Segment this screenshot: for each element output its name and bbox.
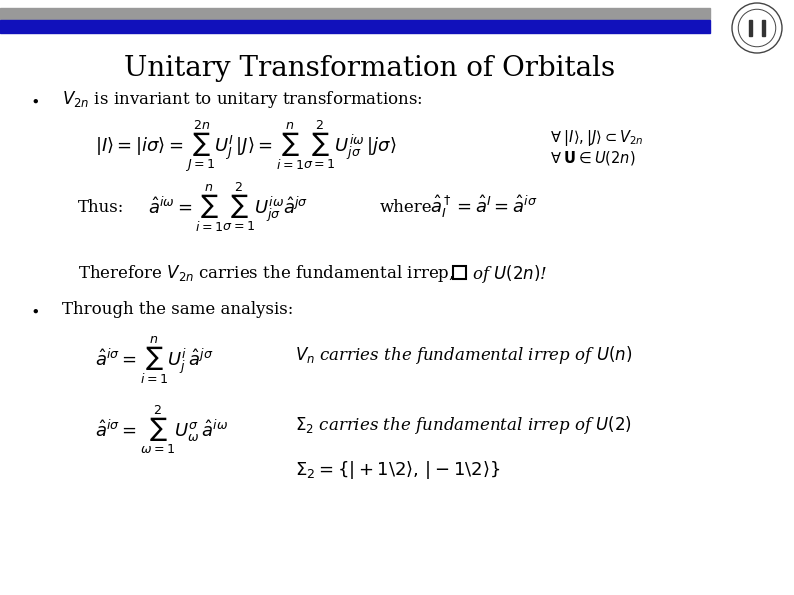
Text: Through the same analysis:: Through the same analysis: (62, 302, 293, 318)
Text: of $U(2n)$!: of $U(2n)$! (472, 263, 547, 285)
Text: Therefore $V_{2n}$ carries the fundamental irrep,: Therefore $V_{2n}$ carries the fundament… (78, 264, 454, 284)
Bar (762, 20, 765, 36)
Text: $\forall\;|I\rangle,|J\rangle \subset V_{2n}$: $\forall\;|I\rangle,|J\rangle \subset V_… (550, 128, 644, 148)
Bar (0, 20, 710, 33)
Text: $|I\rangle = |i\sigma\rangle = \sum_{J=1}^{2n} U_J^I\,|J\rangle= \sum_{i=1}^{n}\: $|I\rangle = |i\sigma\rangle = \sum_{J=1… (95, 119, 396, 175)
Text: $\hat{a}^{i\sigma} = \sum_{i=1}^{n} U_j^i\,\hat{a}^{j\sigma}$: $\hat{a}^{i\sigma} = \sum_{i=1}^{n} U_j^… (95, 334, 214, 386)
Text: $\hat{a}^{i\omega} = \sum_{i=1}^{n}\sum_{\sigma=1}^{2} U_{j\sigma}^{i\omega}\hat: $\hat{a}^{i\omega} = \sum_{i=1}^{n}\sum_… (148, 180, 308, 234)
Text: where: where (380, 199, 433, 215)
Bar (749, 20, 752, 36)
Text: $\hat{a}^\dagger_I = \hat{a}^I = \hat{a}^{i\sigma}$: $\hat{a}^\dagger_I = \hat{a}^I = \hat{a}… (430, 194, 538, 220)
Text: Unitary Transformation of Orbitals: Unitary Transformation of Orbitals (125, 55, 615, 82)
Text: $V_{2n}$ is invariant to unitary transformations:: $V_{2n}$ is invariant to unitary transfo… (62, 89, 423, 111)
Text: $\bullet$: $\bullet$ (30, 92, 40, 108)
Text: $\Sigma_2 = \{|+1{\backslash}2\rangle,\,|-1{\backslash}2\rangle\}$: $\Sigma_2 = \{|+1{\backslash}2\rangle,\,… (295, 459, 500, 481)
Text: $\hat{a}^{i\sigma} = \sum_{\omega=1}^{2} U_\omega^\sigma\,\hat{a}^{i\omega}$: $\hat{a}^{i\sigma} = \sum_{\omega=1}^{2}… (95, 403, 228, 456)
Bar (453, 266, 466, 279)
Text: Thus:: Thus: (78, 199, 125, 215)
Text: $\forall\;\mathbf{U} \in U(2n)$: $\forall\;\mathbf{U} \in U(2n)$ (550, 149, 636, 167)
Text: $\Sigma_2$ carries the fundamental irrep of $U(2)$: $\Sigma_2$ carries the fundamental irrep… (295, 414, 632, 436)
Bar (0, 8, 710, 19)
Text: $V_n$ carries the fundamental irrep of $U(n)$: $V_n$ carries the fundamental irrep of $… (295, 344, 633, 366)
Text: $\bullet$: $\bullet$ (30, 302, 40, 318)
